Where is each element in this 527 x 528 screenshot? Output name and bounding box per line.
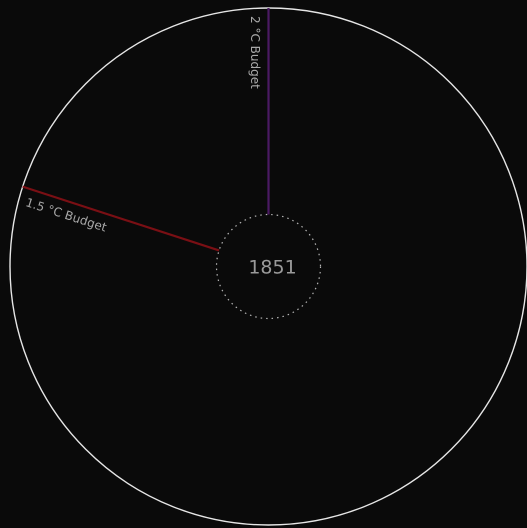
budget-label-2-c-budget: 2 °C Budget — [248, 16, 262, 89]
budget-line-1-5-c-budget — [22, 185, 220, 252]
center-year-label: 1851 — [248, 257, 296, 279]
inner-ring — [215, 213, 322, 320]
